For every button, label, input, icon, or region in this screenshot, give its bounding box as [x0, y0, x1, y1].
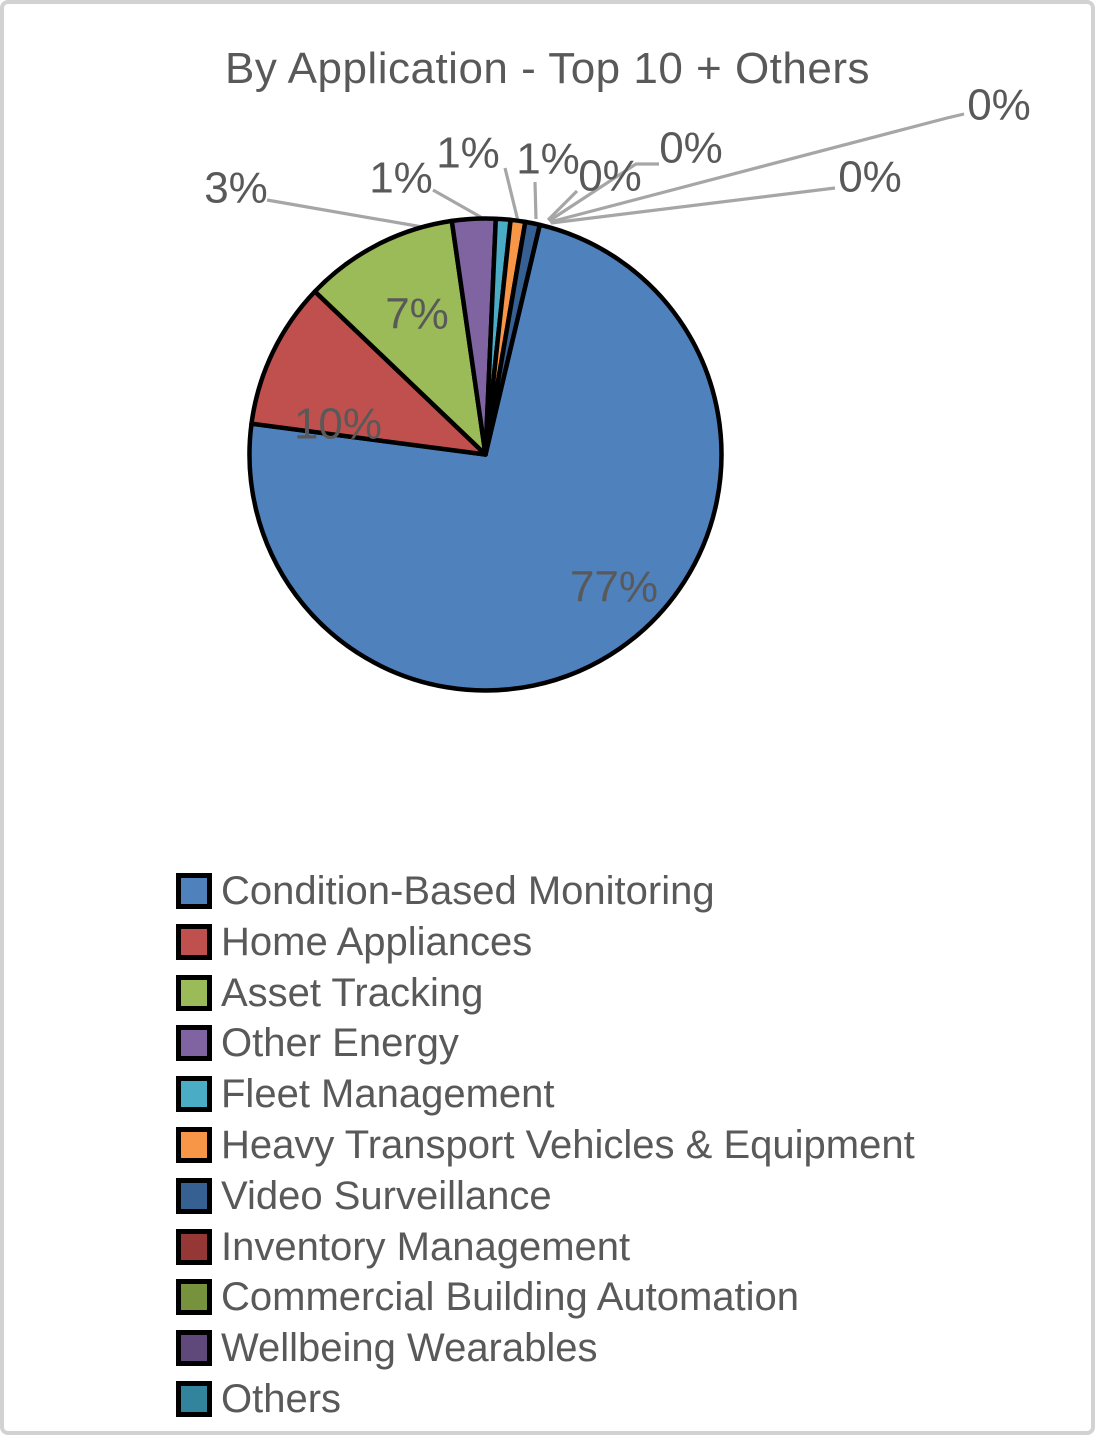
legend-swatch-inventory-management	[176, 1228, 212, 1265]
leader-line-commercial-building-automation	[548, 162, 659, 223]
data-label-inventory-management: 0%	[578, 152, 642, 201]
data-label-video-surveillance: 1%	[516, 135, 580, 184]
legend-label-other-energy: Other Energy	[221, 1021, 459, 1066]
legend-swatch-others	[176, 1380, 212, 1417]
pie-chart-svg: 77%10%7%3% 1%1% 1%0%0%0%0%	[204, 81, 1031, 693]
pie-slice-condition-based-monitoring	[247, 222, 724, 693]
legend: Condition-Based Monitoring Home Appliance…	[176, 869, 915, 1431]
legend-item-fleet-management: Fleet Management	[176, 1072, 915, 1117]
legend-swatch-wellbeing-wearables	[176, 1330, 212, 1367]
data-label-home-appliances: 10%	[294, 400, 382, 449]
legend-swatch-condition-based-monitoring	[176, 873, 212, 909]
data-label-wellbeing-wearables: 0%	[967, 81, 1031, 130]
chart-title: By Application - Top 10 + Others	[225, 44, 870, 93]
legend-item-condition-based-monitoring: Condition-Based Monitoring	[176, 869, 915, 913]
data-label-heavy-transport-vehicles-equipment: 1%	[436, 129, 500, 178]
legend-item-commercial-building-automation: Commercial Building Automation	[176, 1275, 915, 1320]
legend-item-wellbeing-wearables: Wellbeing Wearables	[176, 1326, 915, 1371]
legend-label-heavy-transport-vehicles-equipment: Heavy Transport Vehicles & Equipment	[221, 1122, 915, 1167]
data-label-asset-tracking: 7%	[385, 290, 449, 339]
data-label-fleet-management: 1%	[369, 154, 433, 203]
legend-swatch-commercial-building-automation	[176, 1279, 212, 1316]
legend-swatch-fleet-management	[176, 1076, 212, 1113]
legend-item-video-surveillance: Video Surveillance	[176, 1173, 915, 1218]
legend-item-others: Others	[176, 1376, 915, 1421]
legend-label-commercial-building-automation: Commercial Building Automation	[221, 1275, 800, 1320]
pie-slice-asset-tracking	[312, 218, 488, 457]
data-label-others: 0%	[838, 153, 902, 202]
leader-line-wellbeing-wearables	[549, 112, 965, 224]
legend-label-inventory-management: Inventory Management	[221, 1224, 631, 1269]
legend-label-condition-based-monitoring: Condition-Based Monitoring	[221, 869, 715, 913]
legend-label-fleet-management: Fleet Management	[221, 1072, 555, 1117]
legend-item-inventory-management: Inventory Management	[176, 1224, 915, 1269]
leader-line-others	[550, 186, 836, 225]
legend-label-home-appliances: Home Appliances	[221, 919, 533, 964]
legend-item-heavy-transport-vehicles-equipment: Heavy Transport Vehicles & Equipment	[176, 1122, 915, 1167]
legend-swatch-heavy-transport-vehicles-equipment	[176, 1126, 212, 1163]
leader-line-heavy-transport-vehicles-equipment	[503, 167, 520, 222]
pie-slice-video-surveillance	[483, 219, 543, 457]
legend-swatch-asset-tracking	[176, 974, 212, 1011]
data-label-commercial-building-automation: 0%	[659, 124, 723, 173]
legend-swatch-other-energy	[176, 1025, 212, 1062]
leader-line-inventory-management	[546, 189, 579, 222]
legend-label-others: Others	[221, 1376, 342, 1421]
legend-label-video-surveillance: Video Surveillance	[221, 1173, 552, 1218]
legend-swatch-video-surveillance	[176, 1177, 212, 1214]
legend-item-asset-tracking: Asset Tracking	[176, 970, 915, 1015]
legend-item-home-appliances: Home Appliances	[176, 919, 915, 964]
legend-item-other-energy: Other Energy	[176, 1021, 915, 1066]
data-label-condition-based-monitoring: 77%	[570, 563, 658, 612]
legend-swatch-home-appliances	[176, 923, 212, 960]
leader-line-video-surveillance	[533, 181, 538, 220]
pie-slice-home-appliances	[249, 289, 488, 457]
data-label-other-energy: 3%	[204, 164, 268, 213]
legend-label-asset-tracking: Asset Tracking	[221, 970, 484, 1015]
legend-label-wellbeing-wearables: Wellbeing Wearables	[221, 1326, 598, 1371]
